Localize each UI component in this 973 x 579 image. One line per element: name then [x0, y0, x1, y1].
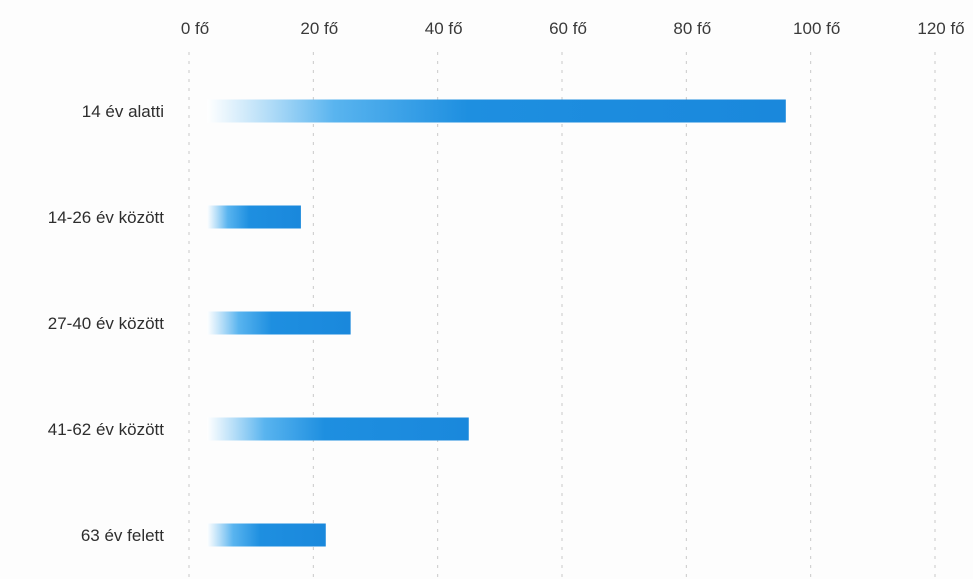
category-label: 63 év felett: [81, 526, 164, 545]
bar: [207, 99, 786, 123]
category-label: 14-26 év között: [48, 208, 165, 227]
x-tick-label: 0 fő: [181, 19, 209, 38]
y-axis-categories: 14 év alatti 14-26 év között 27-40 év közö…: [48, 102, 165, 545]
category-label: 14 év alatti: [82, 102, 164, 121]
category-label: 41-62 év között: [48, 420, 165, 439]
bar: [207, 417, 469, 441]
x-tick-label: 20 fő: [300, 19, 338, 38]
x-tick-label: 40 fő: [425, 19, 463, 38]
x-tick-label: 60 fő: [549, 19, 587, 38]
x-tick-label: 100 fő: [793, 19, 840, 38]
bar: [207, 311, 351, 335]
bars: [207, 99, 786, 547]
bar: [207, 523, 326, 547]
category-label: 27-40 év között: [48, 314, 165, 333]
bar: [207, 205, 301, 229]
x-tick-label: 80 fő: [673, 19, 711, 38]
x-tick-label: 120 fő: [917, 19, 964, 38]
x-axis-ticks: 0 fő 20 fő 40 fő 60 fő 80 fő 100 fő 120 fő: [181, 19, 965, 38]
